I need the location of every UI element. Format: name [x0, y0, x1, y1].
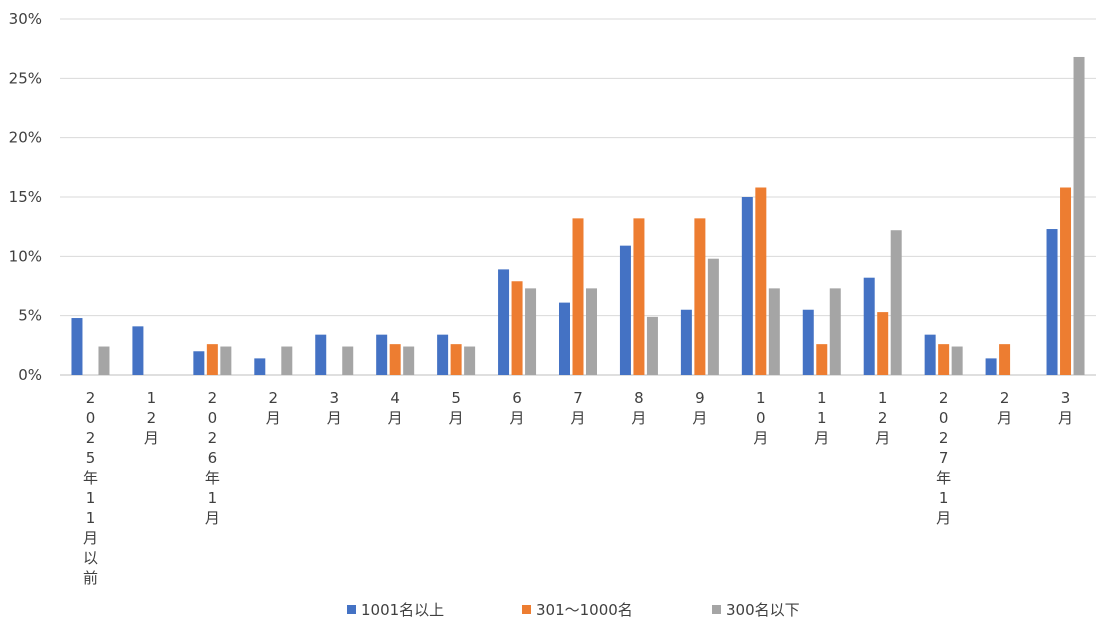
bar: [938, 344, 950, 375]
bars: [71, 56, 1085, 376]
bar: [694, 218, 706, 375]
bar: [890, 230, 902, 375]
bar: [741, 197, 753, 375]
legend-swatch: [522, 605, 531, 614]
legend-label: 300名以下: [726, 601, 800, 619]
y-tick-label: 30%: [9, 10, 42, 28]
y-tick-label: 20%: [9, 129, 42, 147]
bar: [389, 344, 401, 375]
bar: [98, 346, 110, 375]
bar: [863, 277, 875, 375]
y-tick-label: 15%: [9, 188, 42, 206]
bar: [403, 346, 415, 375]
bar: [829, 288, 841, 375]
bar: [1073, 56, 1085, 376]
y-tick-label: 0%: [18, 366, 42, 384]
bar: [1060, 187, 1072, 375]
legend-swatch: [712, 605, 721, 614]
bar: [206, 344, 218, 375]
bar: [254, 358, 266, 375]
bar: [802, 309, 814, 375]
bar: [464, 346, 476, 375]
bar: [525, 288, 537, 375]
x-category-label: 2 0 2 5 年 1 1 月以前: [83, 389, 98, 587]
bar: [877, 312, 889, 375]
bar: [755, 187, 767, 375]
y-tick-label: 25%: [9, 69, 42, 87]
bar: [707, 258, 719, 375]
bar: [951, 346, 963, 375]
bar: [315, 334, 327, 375]
bar: [132, 326, 144, 375]
bar: [646, 316, 658, 375]
bar: [572, 218, 584, 375]
bar: [768, 288, 780, 375]
bar: [511, 281, 523, 375]
y-tick-label: 5%: [18, 307, 42, 325]
bar: [999, 344, 1011, 375]
x-axis-categories: 2 0 2 5 年 1 1 月以前 1 2 月 2 0 2 6 年 1 月 2 月 3 月 4 月 5 月 6 月 7 月 8 月 9 月 1 0 月 1…: [83, 389, 1073, 587]
y-axis-ticks: 0% 5% 10% 15% 20% 25% 30%: [9, 10, 42, 384]
bar: [376, 334, 388, 375]
legend-swatch: [347, 605, 356, 614]
bar: [816, 344, 828, 375]
bar: [559, 302, 570, 375]
bar: [450, 344, 462, 375]
bar: [71, 318, 83, 375]
bar: [680, 309, 692, 375]
bar: [619, 245, 631, 375]
bar: [498, 269, 510, 375]
bar: [1046, 229, 1058, 375]
bar: [193, 351, 205, 375]
bar: [342, 346, 354, 375]
legend-label: 301～1000名: [536, 601, 633, 619]
bar: [633, 218, 645, 375]
bar: [437, 334, 449, 375]
bar: [924, 334, 936, 375]
bar: [586, 288, 597, 375]
bar: [220, 346, 232, 375]
legend-label: 1001名以上: [361, 601, 444, 619]
bar: [281, 346, 293, 375]
y-tick-label: 10%: [9, 247, 42, 265]
legend: 1001名以上 301～1000名 300名以下: [347, 601, 800, 619]
bar: [985, 358, 997, 375]
